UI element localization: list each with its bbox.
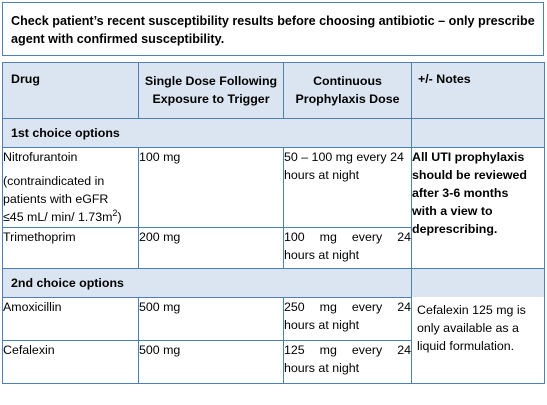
table-row-trimethoprim: Trimethoprim 200 mg 100 mg every 24 hour… — [2, 227, 545, 269]
note-line-4: with a view to — [412, 204, 493, 218]
drug-name-nitrofurantoin: Nitrofurantoin — [3, 150, 78, 164]
egfr-threshold: ≤45 mL/ min/ 1.73m — [3, 210, 113, 224]
cefalexin-note-line-1: Cefalexin 125 mg is — [417, 303, 526, 317]
notes-prophylaxis-review: All UTI prophylaxis should be reviewed a… — [411, 147, 545, 269]
continuous-dose-nitrofurantoin: 50 – 100 mg every 24 hours at night — [283, 147, 412, 228]
table-row-nitrofurantoin: Nitrofurantoin (contraindicated in patie… — [2, 147, 545, 269]
superscript-two: 2 — [112, 207, 118, 218]
section-notes-filler — [411, 118, 545, 148]
header-continuous-line-2: Prophylaxis Dose — [295, 92, 400, 106]
continuous-line-1: 100 mg every 24 — [284, 230, 411, 244]
header-drug: Drug — [2, 62, 139, 119]
section-label-first-choice: 1st choice options — [2, 118, 412, 148]
table-row-cefalexin: Cefalexin 500 mg 125 mg every 24 hours a… — [2, 340, 545, 384]
single-dose-nitrofurantoin: 100 mg — [138, 147, 284, 228]
notes-cefalexin-cell: Cefalexin 125 mg is only available as a … — [411, 268, 545, 384]
susceptibility-warning-text: Check patient’s recent susceptibility re… — [11, 14, 535, 46]
header-single-dose: Single Dose Following Exposure to Trigge… — [138, 62, 284, 119]
drug-note-nitrofurantoin: (contraindicated in patients with eGFR ≤… — [3, 172, 138, 226]
drug-note-line-1: (contraindicated in — [3, 174, 105, 188]
cefalexin-note-line-2: only available as a — [417, 321, 519, 335]
drug-cell-nitrofurantoin: Nitrofurantoin (contraindicated in patie… — [2, 147, 139, 228]
header-single-dose-line-2: Exposure to Trigger — [152, 92, 270, 106]
single-dose-cefalexin: 500 mg — [138, 340, 284, 384]
drug-name-amoxicillin: Amoxicillin — [2, 297, 139, 341]
table-header-row: Drug Single Dose Following Exposure to T… — [2, 62, 545, 119]
continuous-line-1: 50 – 100 mg every 24 — [284, 150, 404, 164]
section-row-second-choice: 2nd choice options Cefalexin 125 mg is o… — [2, 268, 545, 384]
section-row-first-choice: 1st choice options — [2, 118, 545, 148]
continuous-line-2: hours at night — [284, 318, 360, 332]
note-line-1: All UTI prophylaxis — [412, 150, 525, 164]
continuous-dose-trimethoprim: 100 mg every 24 hours at night — [283, 227, 412, 269]
continuous-line-2: hours at night — [284, 361, 360, 375]
continuous-dose-amoxicillin: 250 mg every 24 hours at night — [283, 297, 412, 341]
susceptibility-warning-box: Check patient’s recent susceptibility re… — [2, 2, 544, 56]
closing-paren: ) — [117, 210, 122, 224]
drug-name-trimethoprim: Trimethoprim — [2, 227, 139, 269]
single-dose-amoxicillin: 500 mg — [138, 297, 284, 341]
continuous-line-1: 125 mg every 24 — [284, 343, 411, 357]
section-label-second-choice: 2nd choice options — [2, 268, 412, 298]
single-dose-trimethoprim: 200 mg — [138, 227, 284, 269]
header-continuous-dose: Continuous Prophylaxis Dose — [283, 62, 412, 119]
continuous-dose-cefalexin: 125 mg every 24 hours at night — [283, 340, 412, 384]
continuous-line-2: hours at night — [284, 248, 360, 262]
note-line-5: deprescribing. — [412, 222, 498, 236]
table-row-amoxicillin: Amoxicillin 500 mg 250 mg every 24 hours… — [2, 297, 545, 341]
cefalexin-note-line-3: liquid formulation. — [417, 339, 515, 353]
notes-cefalexin: Cefalexin 125 mg is only available as a … — [412, 297, 544, 355]
header-notes: +/- Notes — [411, 62, 545, 119]
note-line-3: after 3-6 months — [412, 186, 509, 200]
continuous-line-1: 250 mg every 24 — [284, 300, 411, 314]
header-continuous-line-1: Continuous — [313, 74, 382, 88]
drug-note-line-3: ≤45 mL/ min/ 1.73m2) — [3, 208, 138, 226]
drug-note-line-2: patients with eGFR — [3, 192, 109, 206]
continuous-line-2: hours at night — [284, 168, 360, 182]
drug-name-cefalexin: Cefalexin — [2, 340, 139, 384]
notes-section-fill — [412, 269, 544, 297]
header-single-dose-line-1: Single Dose Following — [144, 74, 278, 88]
note-line-2: should be reviewed — [412, 168, 527, 182]
antibiotic-prophylaxis-table: Drug Single Dose Following Exposure to T… — [2, 62, 545, 384]
